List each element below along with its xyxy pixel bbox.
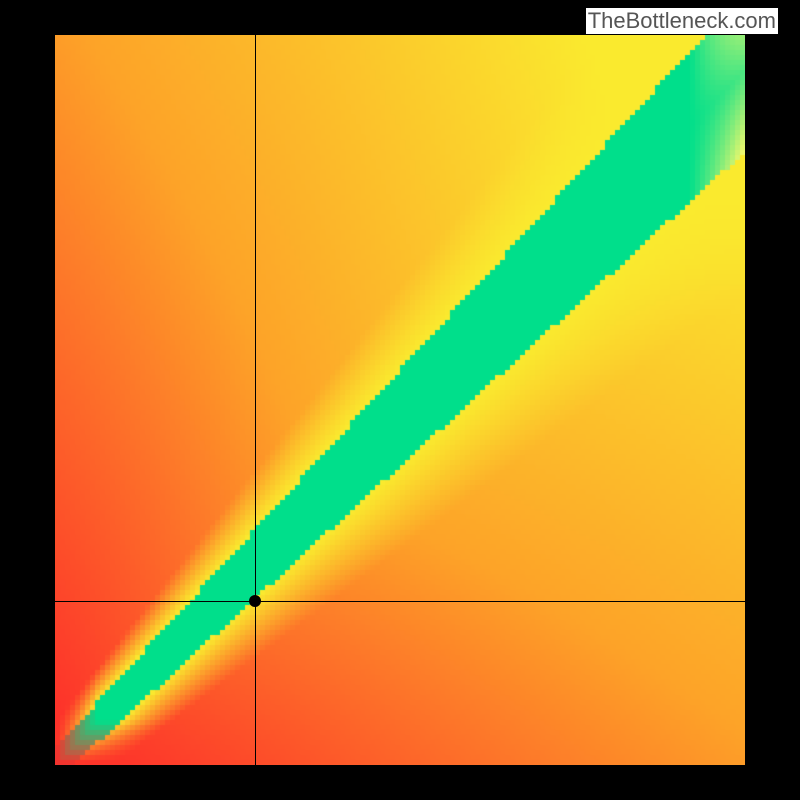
heatmap-canvas: [55, 35, 745, 765]
crosshair-horizontal: [55, 601, 745, 602]
crosshair-vertical: [255, 35, 256, 765]
crosshair-marker: [249, 595, 261, 607]
plot-area: [55, 35, 745, 765]
chart-container: TheBottleneck.com: [0, 0, 800, 800]
watermark-text: TheBottleneck.com: [586, 8, 778, 34]
